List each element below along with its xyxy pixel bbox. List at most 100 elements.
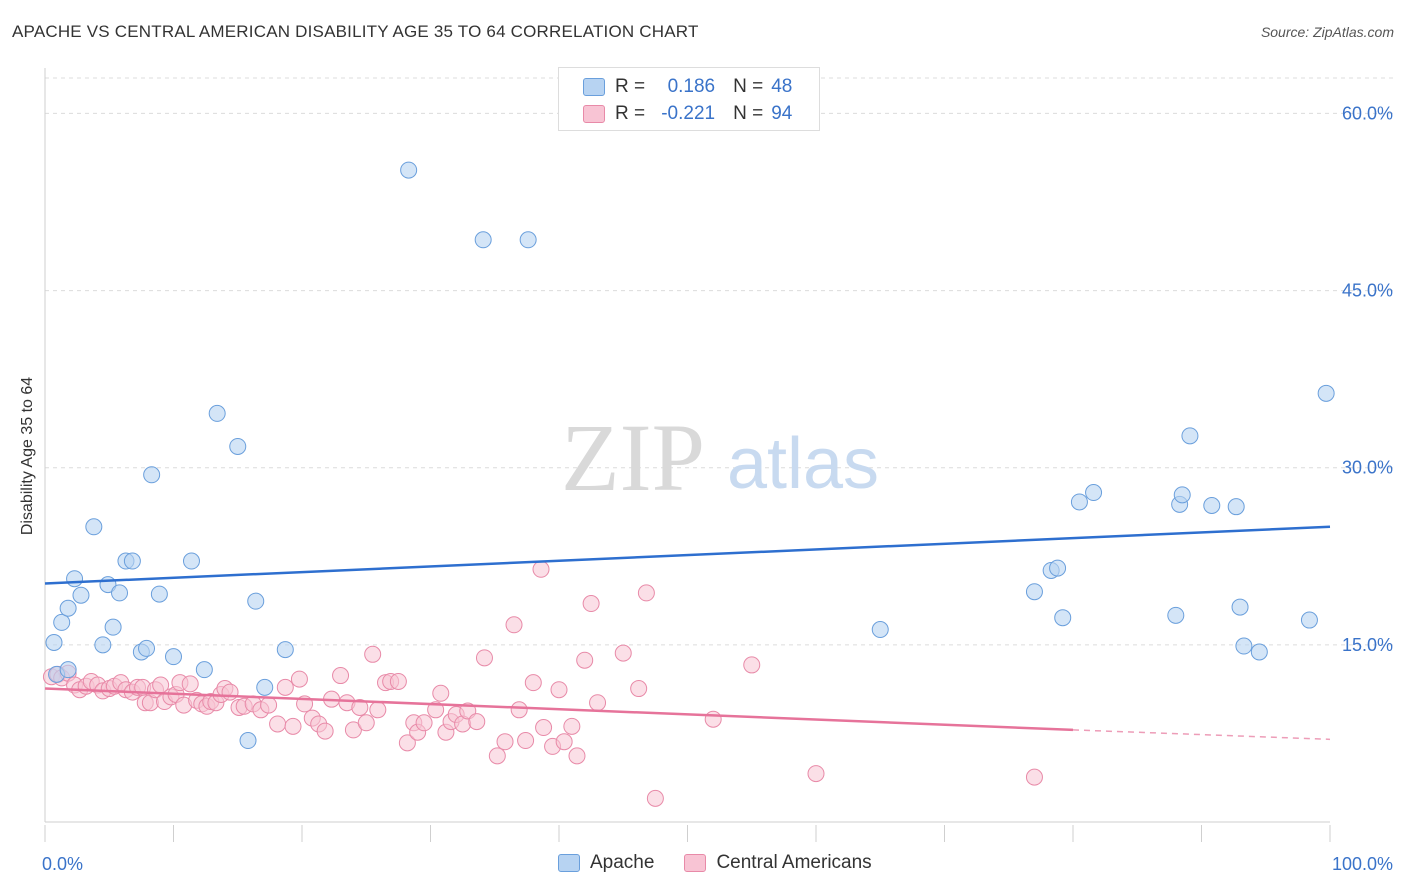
apache-point xyxy=(1227,498,1245,516)
apache-point xyxy=(53,613,71,631)
gridlines xyxy=(45,77,1395,646)
apache-point xyxy=(138,639,156,657)
apache-point xyxy=(123,552,141,570)
apache-point xyxy=(1054,609,1072,627)
apache-swatch xyxy=(558,854,580,872)
central-americans-point xyxy=(357,714,375,732)
central-americans-point xyxy=(290,670,308,688)
central-americans-point xyxy=(576,651,594,669)
central-americans-point xyxy=(510,701,528,719)
trendlines xyxy=(44,525,1331,741)
apache-point xyxy=(45,633,63,651)
apache-point xyxy=(1231,598,1249,616)
apache-point xyxy=(1250,643,1268,661)
apache-point xyxy=(59,661,77,679)
central-americans-point xyxy=(614,644,632,662)
central-americans-point xyxy=(646,789,664,807)
apache-point xyxy=(247,592,265,610)
legend-r-label: R = xyxy=(615,103,646,124)
apache-point xyxy=(239,732,257,750)
apache-point xyxy=(1181,427,1199,445)
central-americans-point xyxy=(807,765,825,783)
central-americans-swatch xyxy=(684,854,707,872)
apache-point xyxy=(871,621,889,639)
central-americans-point xyxy=(630,680,648,698)
central-americans-point xyxy=(589,694,607,712)
central-americans-point xyxy=(181,675,199,693)
apache-point xyxy=(1203,497,1221,515)
apache-point xyxy=(195,661,213,679)
apache-points xyxy=(45,161,1335,750)
legend-row-apache: R = 0.186 N = 48 xyxy=(583,75,792,99)
central-americans-point xyxy=(260,696,278,714)
legend-n-label: N = xyxy=(733,103,764,124)
axes xyxy=(44,68,1331,842)
central-americans-point xyxy=(704,710,722,728)
y-tick-label: 15.0% xyxy=(1342,635,1393,655)
watermark-zip: ZIP xyxy=(561,404,705,511)
apache-point xyxy=(59,599,77,617)
apache-swatch xyxy=(583,78,605,96)
apache-point xyxy=(1300,611,1318,629)
apache-n-value: 48 xyxy=(771,76,793,97)
apache-point xyxy=(72,586,90,604)
central-americans-point xyxy=(364,645,382,663)
central-americans-point xyxy=(488,747,506,765)
central-americans-point xyxy=(427,701,445,719)
central-americans-point xyxy=(415,714,433,732)
apache-point xyxy=(182,552,200,570)
apache-point xyxy=(276,641,294,659)
apache-point xyxy=(400,161,418,179)
central-americans-point xyxy=(505,616,523,634)
apache-point xyxy=(229,437,247,455)
chart-title: APACHE VS CENTRAL AMERICAN DISABILITY AG… xyxy=(12,22,699,41)
central-americans-point xyxy=(555,733,573,751)
apache-trendline xyxy=(44,525,1331,585)
apache-point xyxy=(1167,606,1185,624)
central-americans-point xyxy=(563,717,581,735)
x-tick-label: 0.0% xyxy=(42,854,83,874)
series-legend: Apache Central Americans xyxy=(558,852,902,874)
tick-labels: 15.0% 30.0% 45.0% 60.0% 0.0% 100.0% xyxy=(42,103,1393,874)
central-americans-point xyxy=(743,656,761,674)
watermark: ZIP atlas xyxy=(561,404,879,511)
legend-n-label: N = xyxy=(733,76,764,97)
apache-point xyxy=(1049,559,1067,577)
central-americans-point xyxy=(582,595,600,613)
central-americans-point xyxy=(535,719,553,737)
central-americans-point xyxy=(316,722,334,740)
central-americans-point xyxy=(276,678,294,696)
apache-point xyxy=(519,231,537,249)
apache-point xyxy=(143,466,161,484)
central-americans-point xyxy=(221,683,239,701)
apache-point xyxy=(1317,384,1335,402)
central-americans-point xyxy=(389,672,407,690)
central-americans-point xyxy=(351,698,369,716)
watermark-atlas: atlas xyxy=(727,424,879,504)
central-americans-swatch xyxy=(583,105,605,123)
apache-label: Apache xyxy=(590,852,655,873)
central-americans-n-value: 94 xyxy=(771,103,793,124)
central-americans-point xyxy=(1025,768,1043,786)
central-americans-label: Central Americans xyxy=(716,852,872,873)
central-americans-point xyxy=(369,701,387,719)
legend-item-central-americans: Central Americans xyxy=(684,852,872,874)
central-americans-point xyxy=(550,681,568,699)
apache-point xyxy=(1070,493,1088,511)
apache-point xyxy=(256,678,274,696)
apache-point xyxy=(150,585,168,603)
apache-point xyxy=(1025,583,1043,601)
source-credit: Source: ZipAtlas.com xyxy=(1260,24,1394,40)
y-tick-label: 60.0% xyxy=(1342,103,1393,123)
central-americans-point xyxy=(517,732,535,750)
apache-point xyxy=(474,231,492,249)
central-americans-point xyxy=(475,649,493,667)
apache-point xyxy=(111,584,129,602)
legend-item-apache: Apache xyxy=(558,852,654,874)
central-americans-point xyxy=(344,721,362,739)
central-americans-point xyxy=(637,584,655,602)
apache-point xyxy=(85,518,103,536)
legend-row-central-americans: R = -0.221 N = 94 xyxy=(583,102,792,126)
central-americans-point xyxy=(432,684,450,702)
